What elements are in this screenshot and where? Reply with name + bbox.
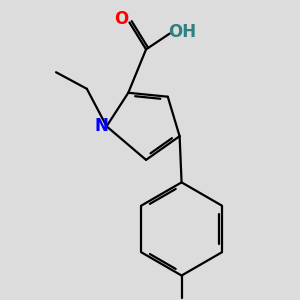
Text: N: N bbox=[95, 117, 109, 135]
Text: OH: OH bbox=[168, 22, 196, 40]
Text: O: O bbox=[114, 10, 128, 28]
